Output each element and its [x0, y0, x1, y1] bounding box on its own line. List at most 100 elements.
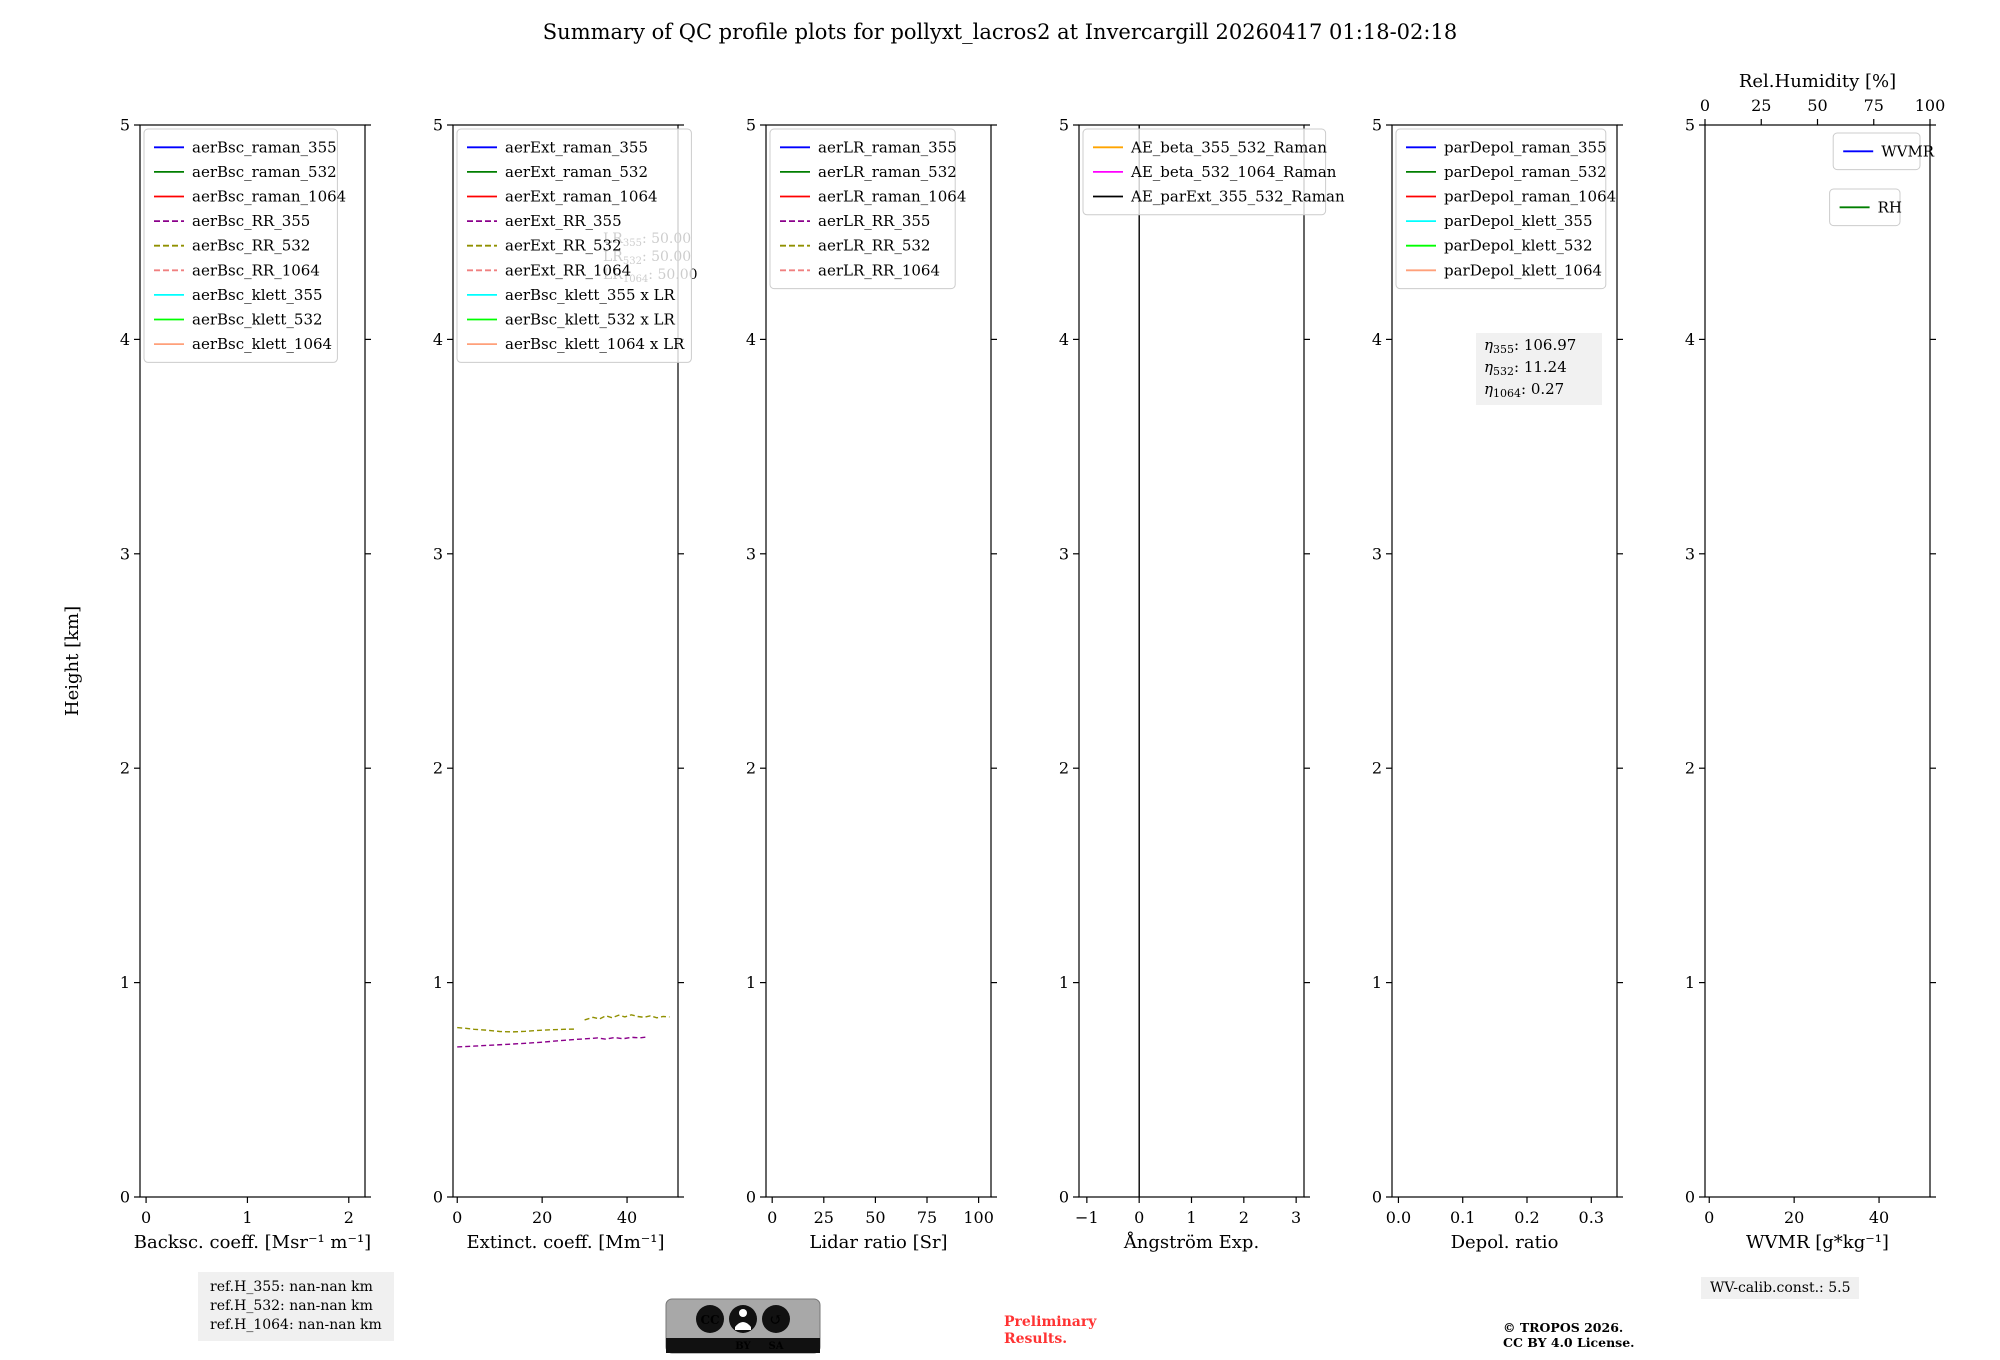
y-tick-label: 4 [1372, 330, 1382, 349]
preliminary-line-2: Results. [1004, 1331, 1068, 1347]
y-tick-label: 2 [1059, 759, 1069, 778]
legend-box [1832, 132, 1921, 171]
y-tick-label: 5 [1685, 116, 1695, 135]
legend-label: aerBsc_RR_532 [192, 237, 310, 255]
plot-frame [765, 124, 992, 1198]
legend-label: aerExt_raman_355 [505, 138, 648, 156]
series-aerExt_RR_355 [457, 1036, 649, 1048]
share-alike-icon [762, 1305, 790, 1333]
y-tick-label: 3 [120, 544, 130, 563]
y-tick-label: 1 [1059, 973, 1069, 992]
legend-label: aerBsc_klett_355 x LR [505, 286, 676, 304]
x-tick-label: 0 [1134, 1208, 1144, 1227]
y-tick-label: 5 [120, 116, 130, 135]
legend: AE_beta_355_532_Raman AE_beta_532_1064_Ra… [1082, 128, 1345, 216]
legend-label: aerBsc_klett_355 [192, 286, 323, 304]
x-tick-label: 0 [141, 1208, 151, 1227]
tropos-line-2: CC BY 4.0 License. [1503, 1335, 1635, 1350]
ref-height-532: ref.H_532: nan-nan km [210, 1298, 373, 1314]
legend-label: parDepol_raman_355 [1444, 138, 1607, 156]
legend-label: aerBsc_raman_355 [192, 138, 337, 156]
legend-label: aerExt_RR_532 [505, 237, 622, 255]
legend: aerBsc_raman_355 aerBsc_raman_532 aerBsc_r… [143, 128, 346, 363]
x-axis-label: Extinct. coeff. [Mm⁻¹] [466, 1232, 664, 1253]
x-tick-label: 25 [814, 1208, 834, 1227]
x-tick-label: 2 [344, 1208, 354, 1227]
x-tick-label: 0 [767, 1208, 777, 1227]
y-tick-label: 1 [1685, 973, 1695, 992]
legend-label: aerBsc_RR_1064 [192, 261, 320, 279]
y-tick-label: 3 [1372, 544, 1382, 563]
legend-label: aerLR_raman_1064 [818, 188, 966, 206]
top-tick-label: 100 [1915, 96, 1946, 115]
share-alike-glyph: ↺ [769, 1310, 782, 1329]
legend-box [1082, 128, 1327, 216]
eta-annotation: η355: 106.97 [1484, 336, 1576, 356]
legend-label: aerExt_RR_355 [505, 212, 622, 230]
wv-calibration-box: WV-calib.const.: 5.5 [1701, 1277, 1860, 1299]
figure-title: Summary of QC profile plots for pollyxt_… [542, 20, 1458, 44]
legend-label: aerBsc_klett_1064 [192, 335, 332, 353]
x-tick-label: −1 [1075, 1208, 1099, 1227]
legend-label: AE_beta_355_532_Raman [1130, 138, 1327, 156]
legend: parDepol_raman_355 parDepol_raman_532 parD… [1395, 128, 1616, 290]
x-axis-label: WVMR [g*kg⁻¹] [1746, 1232, 1889, 1253]
cc-license-badge: CC ↺ BY SA [665, 1298, 821, 1354]
plot-frame [139, 124, 366, 1198]
top-tick-label: 50 [1807, 96, 1827, 115]
top-tick-label: 75 [1864, 96, 1884, 115]
legend-label: aerLR_RR_1064 [818, 261, 940, 279]
x-tick-label: 75 [917, 1208, 937, 1227]
y-tick-label: 2 [746, 759, 756, 778]
y-tick-label: 5 [1059, 116, 1069, 135]
y-tick-label: 5 [1372, 116, 1382, 135]
panel-angstrom: 0 1 2 3 4 5 −1 0 1 2 3 Ångström Exp. AE_beta_355_532… [1059, 116, 1345, 1254]
legend-label: aerBsc_klett_532 x LR [505, 311, 676, 329]
top-tick-label: 25 [1751, 96, 1771, 115]
y-tick-label: 1 [433, 973, 443, 992]
ref-height-1064: ref.H_1064: nan-nan km [210, 1317, 382, 1333]
legend-label: parDepol_klett_1064 [1444, 261, 1602, 279]
legend-label: aerExt_RR_1064 [505, 261, 631, 279]
y-tick-label: 2 [433, 759, 443, 778]
y-tick-label: 4 [433, 330, 443, 349]
series-aerExt_RR_532 [584, 1014, 670, 1021]
legend-label: WVMR [1881, 142, 1935, 160]
legend-label: AE_beta_532_1064_Raman [1130, 163, 1337, 181]
legend-box [769, 128, 956, 290]
plot-frame [1391, 124, 1618, 1198]
eta-annotation: η1064: 0.27 [1484, 380, 1564, 400]
plot-frame [1078, 124, 1305, 1198]
y-tick-label: 2 [120, 759, 130, 778]
legend-label: aerLR_RR_355 [818, 212, 930, 230]
y-tick-label: 5 [746, 116, 756, 135]
cc-sa-label: SA [769, 1341, 784, 1352]
x-tick-label: 50 [865, 1208, 885, 1227]
legend-label: RH [1878, 198, 1902, 216]
y-tick-label: 2 [1685, 759, 1695, 778]
x-tick-label: 0.1 [1450, 1208, 1475, 1227]
legend-label: parDepol_klett_532 [1444, 237, 1593, 255]
legend-box [1395, 128, 1607, 290]
reference-height-box: ref.H_355: nan-nan km ref.H_532: nan-nan… [198, 1272, 394, 1341]
top-axis-label: Rel.Humidity [%] [1739, 71, 1896, 92]
cc-icon-label: CC [700, 1313, 719, 1327]
legend-label: aerBsc_klett_1064 x LR [505, 335, 685, 353]
panel-depol: 0 1 2 3 4 5 0.0 0.1 0.2 0.3 Depol. ratio parDepol_r… [1372, 116, 1623, 1253]
legend-label: AE_parExt_355_532_Raman [1130, 188, 1345, 206]
x-tick-label: 0.0 [1386, 1208, 1411, 1227]
x-tick-label: 0 [452, 1208, 462, 1227]
cc-by-label: BY [735, 1341, 751, 1352]
eta-annotation-box [1476, 333, 1602, 405]
legend-label: aerBsc_RR_355 [192, 212, 310, 230]
legend-label: aerExt_raman_532 [505, 163, 648, 181]
panel-backscatter: 0 1 2 3 4 5 0 1 2 Backsc. coeff. [Msr⁻¹ m⁻¹] aerBs… [120, 116, 371, 1254]
legend-box [143, 128, 338, 363]
legend-label: parDepol_raman_1064 [1444, 188, 1616, 206]
x-tick-label: 1 [242, 1208, 252, 1227]
preliminary-line-1: Preliminary [1004, 1314, 1097, 1330]
x-tick-label: 20 [532, 1208, 552, 1227]
